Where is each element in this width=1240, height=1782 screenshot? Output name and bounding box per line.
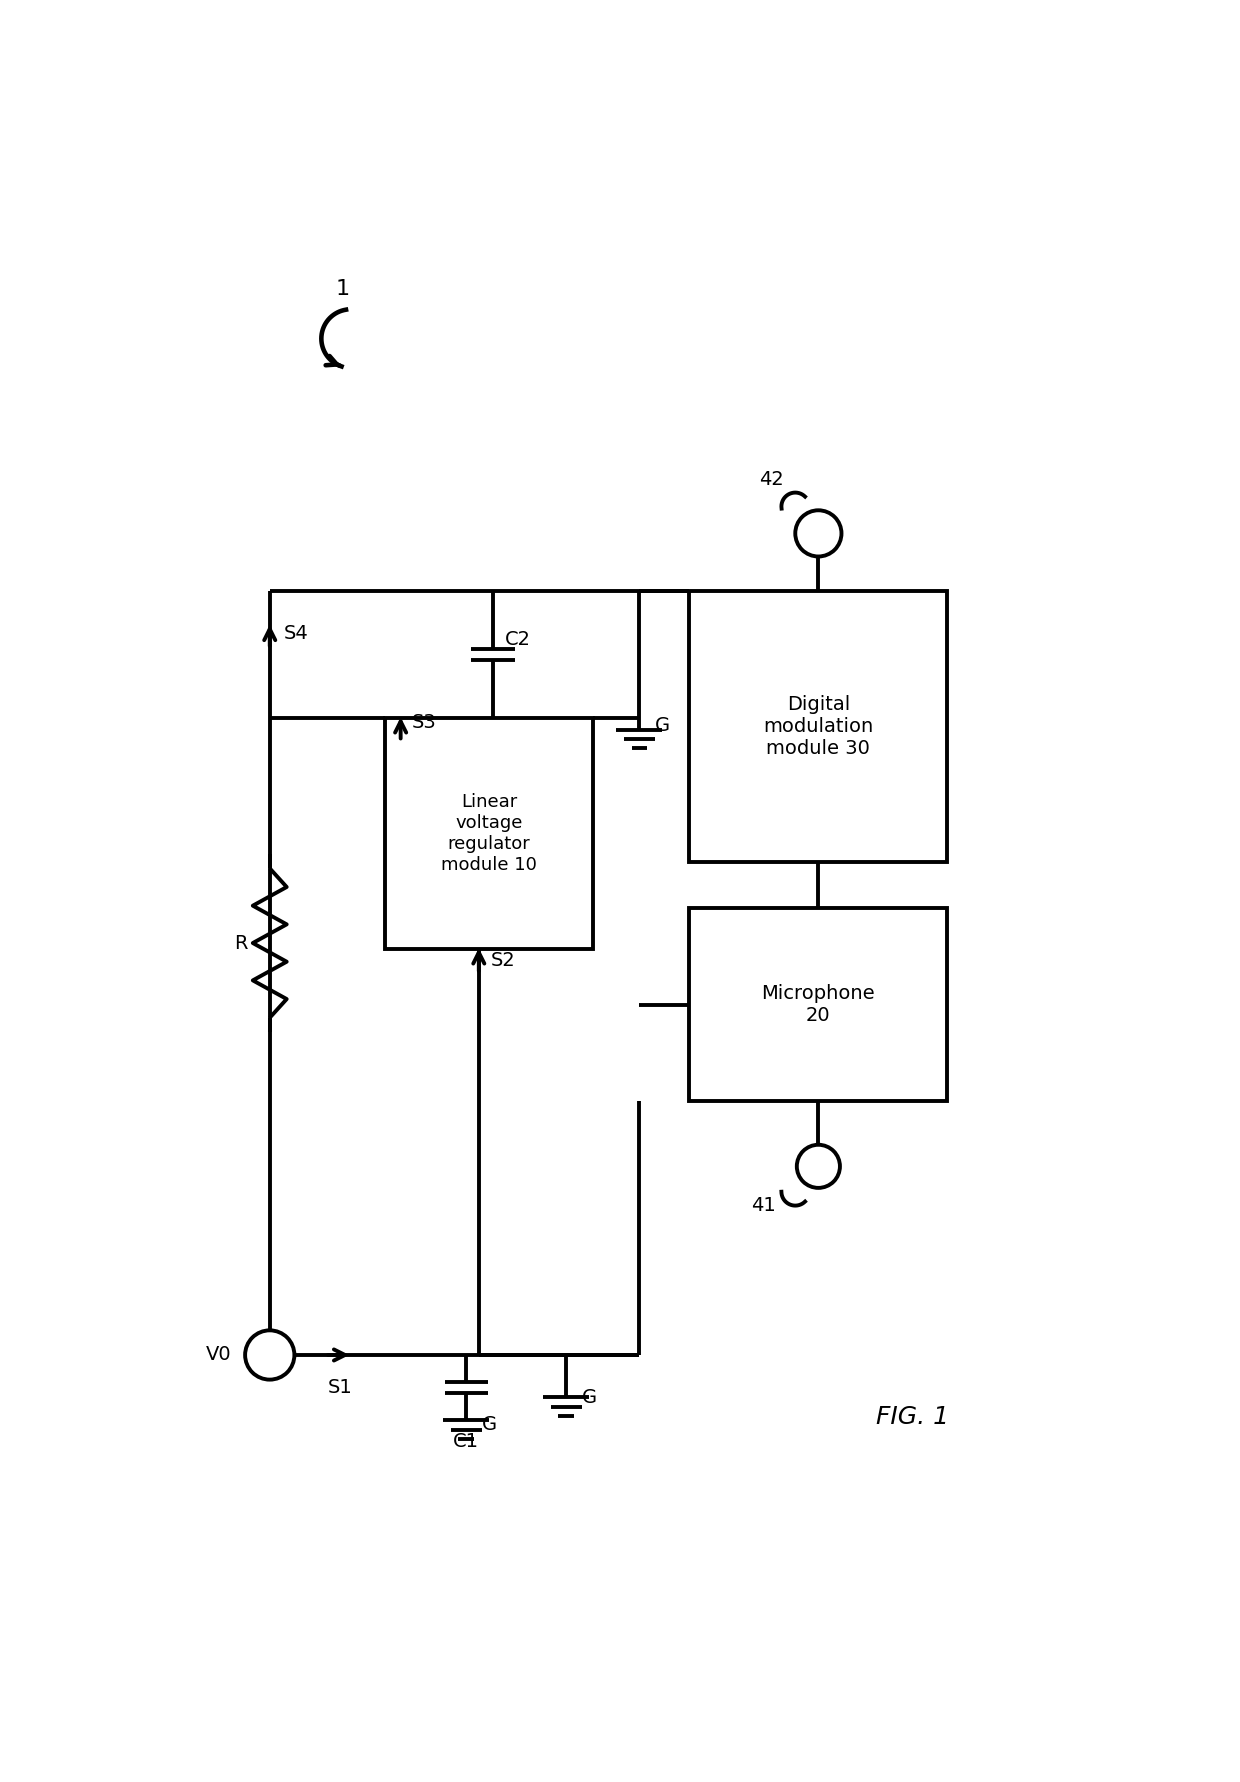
Bar	[689, 592, 947, 862]
Text: S1: S1	[329, 1377, 353, 1397]
Bar	[386, 718, 593, 950]
Text: 41: 41	[751, 1196, 776, 1215]
Text: Microphone
20: Microphone 20	[761, 984, 875, 1025]
Bar	[689, 909, 947, 1101]
Text: Digital
modulation
module 30: Digital modulation module 30	[764, 695, 873, 757]
Text: 1: 1	[336, 278, 350, 299]
Text: FIG. 1: FIG. 1	[877, 1404, 949, 1429]
Text: V0: V0	[206, 1345, 231, 1365]
Circle shape	[795, 510, 842, 556]
Text: S3: S3	[412, 713, 436, 732]
Text: Linear
voltage
regulator
module 10: Linear voltage regulator module 10	[441, 793, 537, 873]
Text: R: R	[233, 934, 247, 953]
Text: 42: 42	[759, 470, 784, 488]
Text: S2: S2	[490, 952, 515, 969]
Circle shape	[246, 1331, 294, 1379]
Text: C2: C2	[505, 629, 531, 649]
Text: G: G	[481, 1415, 497, 1435]
Text: C1: C1	[453, 1433, 479, 1451]
Text: G: G	[655, 716, 670, 736]
Circle shape	[797, 1144, 839, 1189]
Text: G: G	[582, 1388, 596, 1406]
Text: S4: S4	[284, 624, 309, 643]
